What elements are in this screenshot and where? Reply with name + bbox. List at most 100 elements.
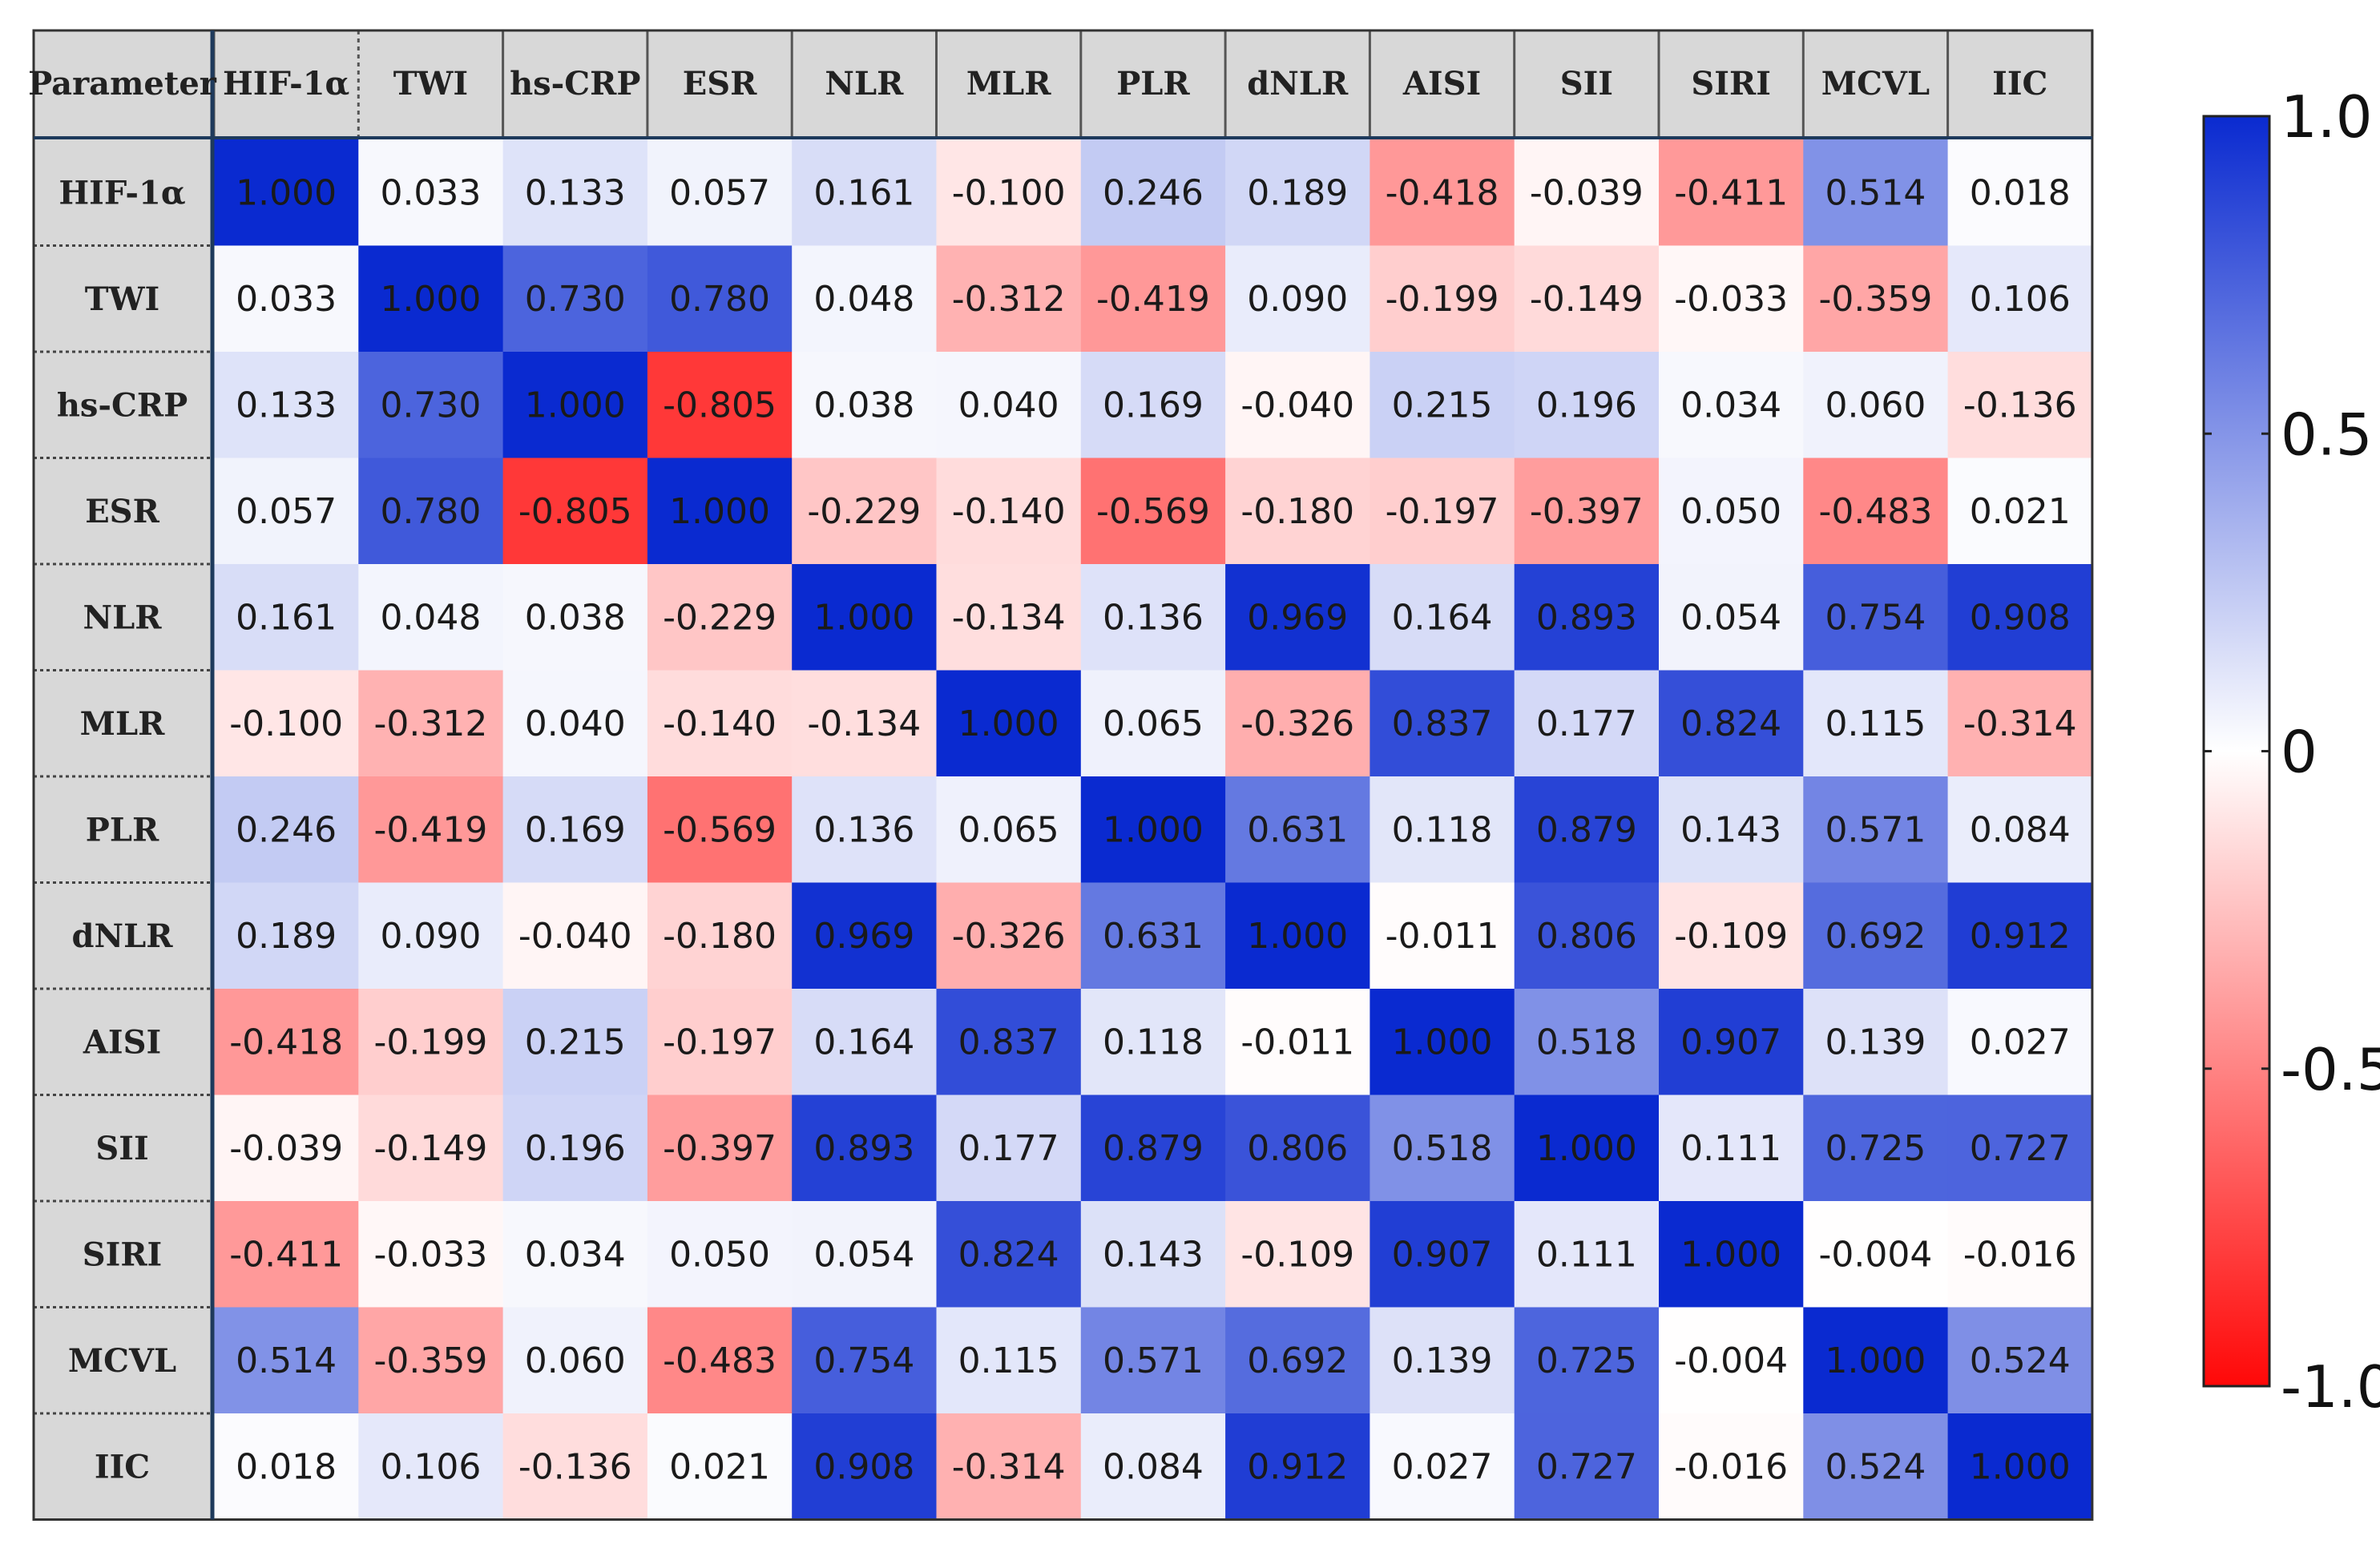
cell-value-label: 0.730 [525,279,626,320]
heatmap-cell [1370,989,1515,1095]
heatmap-cell [1514,245,1660,353]
cell-value-label: 0.106 [380,1446,481,1487]
cell-value-label: -0.004 [1674,1340,1788,1381]
heatmap-cell [1803,1094,1949,1202]
cell-value-label: 0.912 [1970,916,2071,957]
cell-value-label: -0.180 [1240,491,1354,532]
heatmap-cell [1370,1413,1515,1520]
cell-value-label: 0.189 [236,916,337,957]
cell-value-label: -0.016 [1963,1234,2077,1275]
cell-value-label: 0.164 [1392,597,1493,638]
row-label: AISI [83,1023,161,1061]
heatmap-cell [792,352,937,458]
heatmap-cell [1225,245,1370,353]
cell-value-label: 1.000 [813,597,914,638]
heatmap-cell [358,670,504,777]
cell-value-label: 0.780 [380,491,481,532]
cell-value-label: 0.090 [1247,279,1348,320]
heatmap-cell [358,882,504,990]
heatmap-cell [1947,989,2093,1095]
column-header: PLR [1116,65,1190,103]
cell-value-label: 0.177 [958,1128,1059,1169]
heatmap-cell [1659,1413,1804,1520]
row-label: MCVL [68,1342,176,1380]
cell-value-label: 0.118 [1392,809,1493,850]
column-header: MCVL [1821,65,1930,103]
heatmap-cell [214,458,359,565]
heatmap-cell [214,564,359,671]
cell-value-label: 0.893 [813,1128,914,1169]
cell-value-label: 0.514 [1825,172,1926,213]
cell-value-label: 0.908 [813,1446,914,1487]
heatmap-cell [1803,989,1949,1095]
cell-value-label: -0.033 [1674,279,1788,320]
column-header: AISI [1402,65,1481,103]
heatmap-cell [1659,1201,1804,1308]
cell-value-label: 0.111 [1680,1128,1781,1169]
row-label: MLR [80,705,165,743]
heatmap-cell [1514,564,1660,671]
cell-value-label: -0.004 [1819,1234,1933,1275]
heatmap-cell [1370,1094,1515,1202]
colorbar-tick-label: 0 [2281,719,2317,786]
heatmap-cell [1947,1413,2093,1520]
cell-value-label: -0.359 [374,1340,488,1381]
heatmap-cell [1080,989,1226,1095]
cell-value-label: 0.196 [525,1128,626,1169]
cell-value-label: 0.837 [1392,703,1493,744]
cell-value-label: 0.215 [525,1022,626,1062]
heatmap-cell [936,245,1082,353]
heatmap-cell [214,352,359,458]
cell-value-label: 0.727 [1970,1128,2071,1169]
cell-value-label: 0.727 [1536,1446,1637,1487]
cell-value-label: 0.033 [236,279,337,320]
heatmap-cell [792,1094,937,1202]
cell-value-label: 0.106 [1970,279,2071,320]
heatmap-cell [792,776,937,883]
heatmap-cell [1659,458,1804,565]
cell-value-label: 0.571 [1103,1340,1204,1381]
cell-value-label: 0.169 [525,809,626,850]
heatmap-cell [647,1201,793,1308]
heatmap-cell [1080,1201,1226,1308]
heatmap-cell [502,458,648,565]
cell-value-label: 1.000 [525,385,626,425]
row-label: dNLR [72,917,174,955]
heatmap-cell [936,1094,1082,1202]
heatmap-cell [1080,564,1226,671]
cell-value-label: 0.524 [1825,1446,1926,1487]
cell-value-label: -0.040 [1240,385,1354,425]
heatmap-cell [1514,989,1660,1095]
heatmap-cell [647,1094,793,1202]
heatmap-cell [647,458,793,565]
heatmap-cell [358,245,504,353]
row-label: IIC [95,1448,150,1486]
cell-value-label: 0.692 [1247,1340,1348,1381]
column-header: hs-CRP [510,65,640,103]
cell-value-label: -0.016 [1674,1446,1788,1487]
cell-value-label: 1.000 [236,172,337,213]
heatmap-cell [502,776,648,883]
cell-value-label: -0.039 [1530,172,1644,213]
column-header: SIRI [1691,65,1771,103]
cell-value-label: -0.109 [1674,916,1788,957]
cell-value-label: 0.021 [1970,491,2071,532]
heatmap-cell [358,989,504,1095]
cell-value-label: 0.780 [669,279,770,320]
heatmap-cell [502,139,648,246]
cell-value-label: 0.018 [1970,172,2071,213]
heatmap-cell [1947,458,2093,565]
column-header: dNLR [1247,65,1349,103]
column-header: TWI [393,65,468,103]
column-header: NLR [825,65,904,103]
heatmap-cell [502,564,648,671]
cell-value-label: 0.161 [236,597,337,638]
heatmap-cell [1225,882,1370,990]
cell-value-label: -0.805 [518,491,632,532]
heatmap-cell [1803,458,1949,565]
cell-value-label: 0.033 [380,172,481,213]
cell-value-label: -0.140 [952,491,1066,532]
cell-value-label: 0.048 [380,597,481,638]
heatmap-cell [1947,1201,2093,1308]
cell-value-label: 0.111 [1536,1234,1637,1275]
